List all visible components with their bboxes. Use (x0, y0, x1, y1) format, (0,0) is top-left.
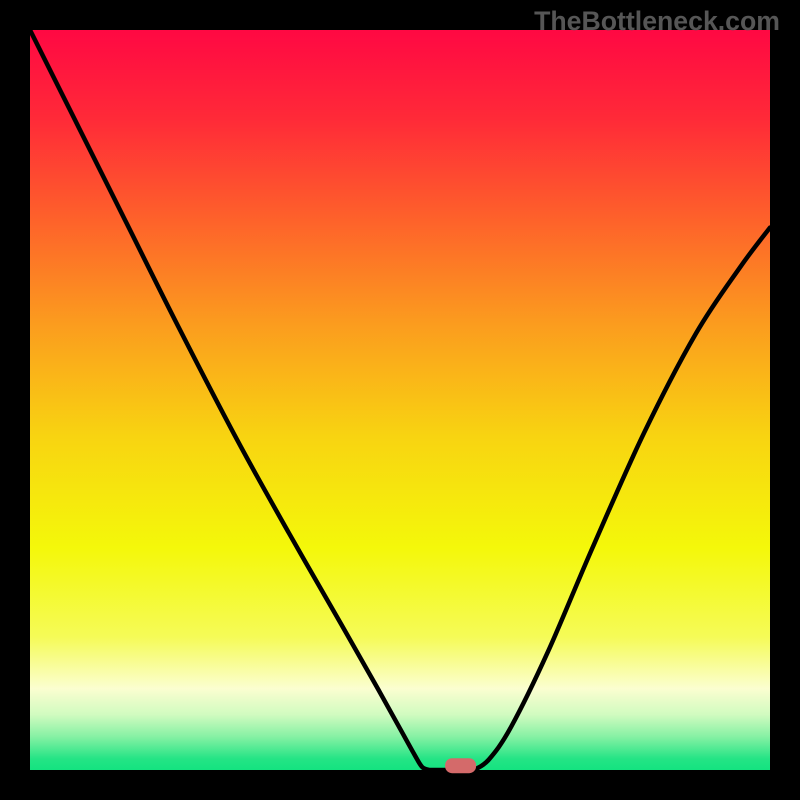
plot-svg (30, 30, 770, 770)
minimum-marker (445, 758, 477, 774)
watermark-text: TheBottleneck.com (534, 6, 780, 37)
bottleneck-curve (30, 30, 770, 770)
chart-frame: TheBottleneck.com (0, 0, 800, 800)
gradient-background (30, 30, 770, 770)
plot-area (30, 30, 770, 770)
